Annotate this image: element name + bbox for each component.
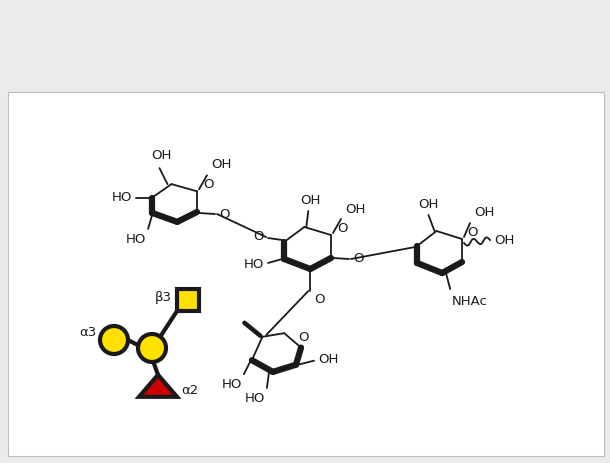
Text: O: O — [337, 221, 348, 234]
Text: OH: OH — [474, 206, 494, 219]
Text: HO: HO — [112, 191, 132, 204]
Polygon shape — [139, 375, 177, 397]
Circle shape — [138, 334, 166, 362]
Text: O: O — [314, 293, 325, 306]
Text: OH: OH — [151, 149, 171, 162]
Text: O: O — [353, 252, 364, 265]
Bar — [8, 92, 604, 456]
Text: α2: α2 — [181, 383, 198, 396]
Text: β3: β3 — [155, 292, 172, 305]
Bar — [177, 289, 199, 311]
Text: OH: OH — [418, 198, 439, 211]
Text: NHAc: NHAc — [452, 295, 488, 308]
Text: OH: OH — [345, 203, 365, 216]
Text: HO: HO — [245, 392, 265, 405]
Text: OH: OH — [494, 233, 514, 246]
Text: HO: HO — [221, 378, 242, 391]
Text: HO: HO — [244, 257, 264, 270]
Text: O: O — [203, 178, 214, 191]
Text: OH: OH — [318, 353, 339, 366]
Text: O: O — [467, 226, 478, 239]
Text: O: O — [254, 231, 264, 244]
Text: O: O — [298, 331, 309, 344]
Text: OH: OH — [300, 194, 320, 207]
Text: OH: OH — [211, 158, 231, 171]
Text: O: O — [219, 207, 229, 220]
Text: HO: HO — [126, 233, 146, 246]
Circle shape — [100, 326, 128, 354]
Text: α3: α3 — [79, 325, 96, 338]
